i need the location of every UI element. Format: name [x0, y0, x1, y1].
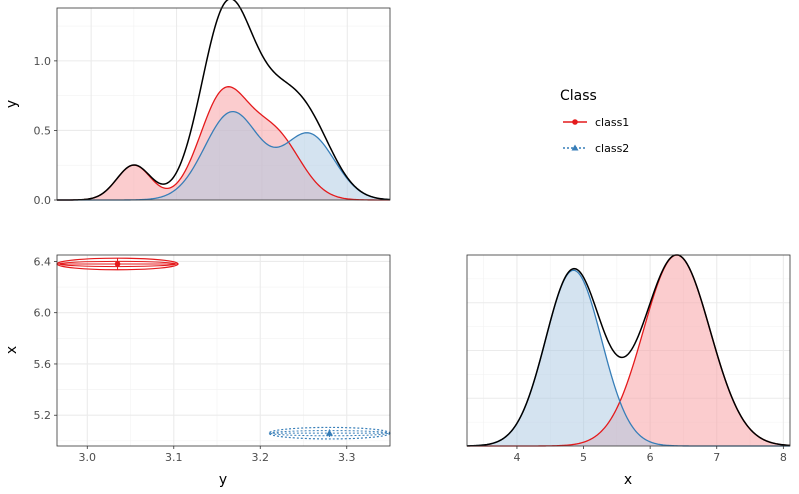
panel-border: [56, 7, 391, 201]
y-axis-title: x: [4, 346, 20, 354]
density-fills: [467, 255, 790, 446]
panel-border: [56, 254, 391, 447]
legend: Class class1 class2: [560, 88, 629, 155]
point-class1: [114, 261, 121, 267]
x-tick-label: 3.3: [338, 451, 356, 464]
x-axis-title: x: [624, 472, 632, 488]
legend-label-class2: class2: [595, 142, 629, 155]
x-tick-label: 8: [780, 451, 787, 464]
point-class2: [325, 429, 333, 436]
density-fill-class2: [467, 270, 790, 446]
bottom-right-density-panel: 4 5 6 7 8 x: [466, 254, 791, 488]
y-tick-label: 0.0: [34, 194, 52, 207]
ellipse-group-class1: [56, 257, 179, 271]
legend-title: Class: [560, 88, 597, 104]
y-axis-ticks: 0.0 0.5 1.0: [34, 55, 57, 207]
x-tick-label: 4: [513, 451, 520, 464]
density-line-total: [466, 254, 791, 447]
bottom-left-scatter-panel: 3.0 3.1 3.2 3.3 5.2 5.6 6.0 6.4 y x: [4, 254, 391, 488]
x-tick-label: 3.0: [79, 451, 97, 464]
panel-background: [57, 255, 390, 446]
x-tick-label: 5: [580, 451, 587, 464]
y-tick-label: 5.2: [34, 409, 52, 422]
x-tick-label: 6: [647, 451, 654, 464]
y-axis-title: y: [4, 100, 20, 108]
y-tick-label: 1.0: [34, 55, 52, 68]
y-tick-label: 5.6: [34, 358, 52, 371]
density-fill-class1: [467, 255, 790, 446]
panel-border: [466, 254, 791, 447]
x-axis-title: y: [219, 472, 227, 488]
legend-label-class1: class1: [595, 116, 629, 129]
y-tick-label: 6.4: [34, 255, 52, 268]
x-tick-label: 3.2: [252, 451, 270, 464]
density-line-total: [57, 0, 391, 201]
legend-marker-class2: [571, 144, 579, 151]
x-axis-ticks: 4 5 6 7 8: [513, 446, 787, 464]
legend-entry-class2: class2: [563, 142, 629, 155]
x-tick-label: 7: [713, 451, 720, 464]
grid: [57, 255, 390, 446]
density-fill-class2: [57, 111, 390, 200]
y-tick-label: 6.0: [34, 307, 52, 320]
y-tick-label: 0.5: [34, 124, 52, 137]
top-left-density-panel: 0.0 0.5 1.0 y: [4, 0, 391, 207]
legend-entry-class1: class1: [563, 116, 629, 129]
density-fills: [57, 86, 390, 200]
legend-marker-class1: [572, 119, 578, 125]
x-tick-label: 3.1: [165, 451, 183, 464]
axis-ticks: 3.0 3.1 3.2 3.3 5.2 5.6 6.0 6.4: [34, 255, 356, 464]
